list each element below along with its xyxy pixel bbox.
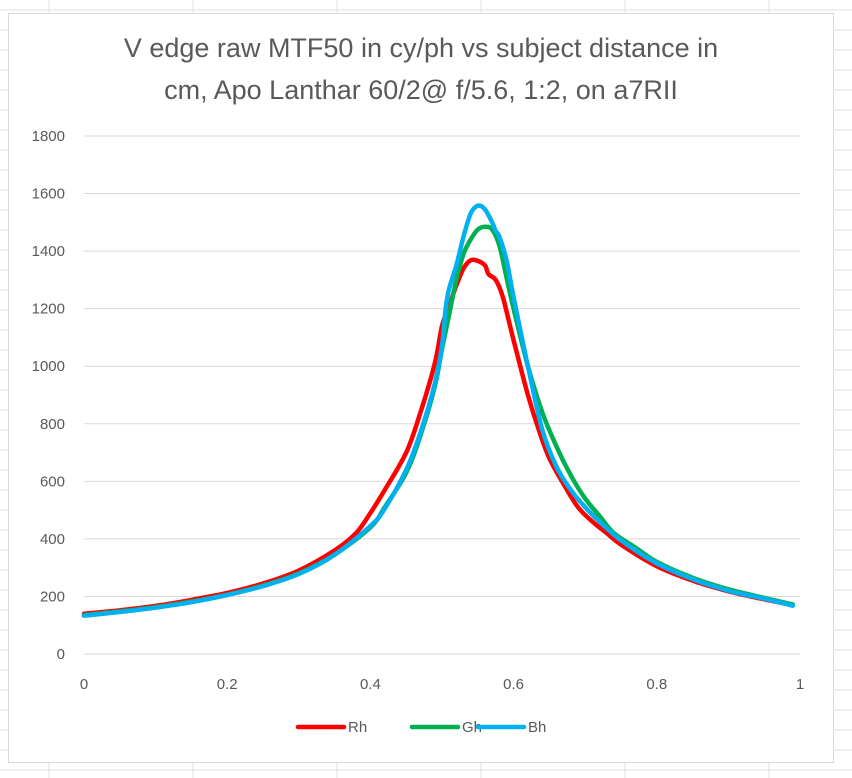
y-tick-label: 400: [40, 531, 65, 548]
y-tick-label: 800: [40, 416, 65, 433]
y-tick-label: 600: [40, 473, 65, 490]
y-tick-label: 0: [57, 646, 65, 663]
legend-label: Bh: [528, 719, 546, 736]
chart-title-line-2: cm, Apo Lanthar 60/2@ f/5.6, 1:2, on a7R…: [164, 75, 678, 105]
x-tick-label: 0: [80, 676, 88, 693]
legend-item-rh[interactable]: Rh: [295, 719, 367, 736]
y-tick-label: 200: [40, 588, 65, 605]
series-line-bh[interactable]: [81, 203, 796, 618]
chart-title-line-1: V edge raw MTF50 in cy/ph vs subject dis…: [123, 33, 719, 63]
chart-area[interactable]: [8, 13, 834, 763]
series-line-rh[interactable]: [81, 257, 796, 616]
legend-item-gh[interactable]: Gh: [409, 719, 482, 736]
legend-item-bh[interactable]: Bh: [475, 719, 546, 736]
y-tick-label: 1800: [32, 128, 65, 145]
x-tick-label: 0.6: [503, 676, 524, 693]
legend-label: Rh: [348, 719, 367, 736]
x-tick-label: 0.2: [217, 676, 238, 693]
y-tick-label: 1000: [32, 358, 65, 375]
x-tick-label: 1: [796, 676, 804, 693]
y-tick-label: 1200: [32, 301, 65, 318]
y-tick-label: 1600: [32, 186, 65, 203]
y-tick-label: 1400: [32, 243, 65, 260]
series-line-gh[interactable]: [81, 224, 796, 618]
x-tick-label: 0.4: [360, 676, 381, 693]
legend-label: Gh: [462, 719, 482, 736]
x-tick-label: 0.8: [646, 676, 667, 693]
